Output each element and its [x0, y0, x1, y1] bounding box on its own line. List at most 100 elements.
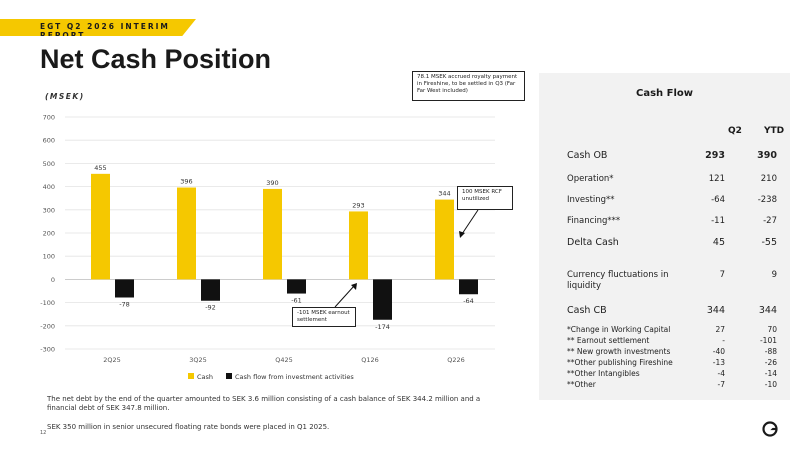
callout-arrow-earnout: [334, 285, 355, 308]
legend-swatch-investment: [226, 373, 232, 379]
data-label-investment: -64: [463, 297, 474, 305]
bar-cash: [177, 187, 196, 280]
y-tick-label: 300: [43, 206, 55, 214]
footnote-label: **Other publishing Fireshine: [567, 358, 673, 367]
footnote-label: **Other: [567, 380, 596, 389]
report-banner-text: EGT Q2 2026 INTERIM REPORT: [40, 22, 170, 40]
footnote-label: ** New growth investments: [567, 347, 671, 356]
callout-arrow-rcf: [461, 209, 479, 235]
footnote-q2-value: 27: [715, 325, 725, 334]
bar-investment: [459, 279, 478, 295]
y-tick-label: 400: [43, 183, 55, 191]
footnote-label: **Other Intangibles: [567, 369, 640, 378]
footnote-q2-value: -: [722, 336, 725, 345]
footnote-q2-value: -7: [717, 380, 725, 389]
bar-investment: [201, 279, 220, 301]
bar-cash: [435, 199, 454, 280]
footnote-ytd-value: -14: [764, 369, 777, 378]
footnote-q2-value: -40: [712, 347, 725, 356]
callout-arrowhead-earnout: [351, 283, 357, 290]
footnote-ytd-value: -26: [764, 358, 777, 367]
data-label-investment: -78: [119, 300, 130, 308]
bar-cash: [91, 173, 110, 280]
callout-arrowhead-rcf: [459, 231, 465, 238]
bar-investment: [115, 279, 134, 298]
row-q2-value: 7: [719, 270, 725, 280]
page-number: 12: [40, 430, 47, 436]
bar-investment: [373, 279, 392, 320]
row-q2-value: -11: [711, 216, 725, 226]
row-currency-fluctuations: Currency fluctuations in liquidity 7 9: [567, 243, 777, 291]
egt-logo-icon: [762, 421, 778, 437]
y-tick-label: 500: [43, 160, 55, 168]
footnote-label: ** Earnout settlement: [567, 336, 650, 345]
data-label-investment: -174: [375, 323, 390, 331]
cash-flow-title: Cash Flow: [635, 88, 693, 99]
footnote-ytd-value: 70: [767, 325, 777, 334]
data-label-cash: 293: [352, 201, 364, 209]
chart-unit-label: (MSEK): [45, 92, 85, 101]
footnote-ytd-value: -10: [764, 380, 777, 389]
row-label: Cash CB: [567, 305, 607, 316]
y-tick-label: 600: [43, 137, 55, 145]
row-ytd-value: -27: [763, 216, 777, 226]
cash-flow-panel: Cash Flow Q2 YTD Cash OB 293 390 Operati…: [539, 73, 790, 400]
row-ytd-value: -55: [761, 237, 777, 248]
footnote-label: *Change in Working Capital: [567, 325, 671, 334]
legend-swatch-cash: [188, 373, 194, 379]
y-tick-label: 100: [43, 253, 55, 261]
row-ytd-value: 390: [757, 150, 777, 161]
row-label: Operation*: [567, 174, 614, 184]
data-label-investment: -61: [291, 297, 302, 305]
callout-royalty: 78.1 MSEK accrued royalty payment in Fir…: [412, 71, 525, 101]
row-q2-value: 121: [708, 174, 725, 184]
row-q2-value: 344: [706, 305, 725, 316]
net-debt-note: The net debt by the end of the quarter a…: [47, 395, 481, 412]
report-banner: EGT Q2 2026 INTERIM REPORT: [0, 19, 196, 36]
column-header-ytd: YTD: [764, 126, 785, 136]
x-tick-label: Q226: [447, 356, 465, 364]
data-label-cash: 396: [180, 178, 192, 186]
y-tick-label: -200: [40, 322, 55, 330]
footnote-q2-value: -13: [712, 358, 725, 367]
column-header-q2: Q2: [728, 126, 742, 136]
row-ytd-value: 344: [758, 305, 777, 316]
x-tick-label: 2Q25: [103, 356, 121, 364]
row-q2-value: 293: [705, 150, 725, 161]
footnote-ytd-value: -101: [759, 336, 777, 345]
row-ytd-value: -238: [757, 195, 777, 205]
row-label: Delta Cash: [567, 237, 619, 248]
bonds-note: SEK 350 million in senior unsecured floa…: [47, 423, 330, 431]
row-label: Cash OB: [567, 150, 608, 161]
y-tick-label: -300: [40, 346, 55, 354]
y-tick-label: 700: [43, 114, 55, 122]
row-q2-value: -64: [711, 195, 725, 205]
legend-label-investment: Cash flow from investment activities: [235, 373, 354, 381]
data-label-cash: 344: [438, 190, 450, 198]
data-label-cash: 455: [94, 164, 106, 172]
callout-earnout: -101 MSEK earnout settlement: [292, 307, 356, 327]
legend-label-cash: Cash: [197, 373, 213, 381]
y-tick-label: 0: [51, 276, 55, 284]
data-label-investment: -92: [205, 304, 216, 312]
bar-cash: [349, 211, 368, 280]
footnote-ytd-value: -88: [764, 347, 777, 356]
x-tick-label: Q126: [361, 356, 379, 364]
row-label: Currency fluctuations in liquidity: [567, 270, 669, 291]
callout-rcf: 100 MSEK RCF unutilized: [457, 186, 513, 210]
row-ytd-value: 9: [771, 270, 777, 280]
row-label: Financing***: [567, 216, 621, 226]
bar-cash: [263, 188, 282, 280]
y-tick-label: -100: [40, 299, 55, 307]
row-label: Investing**: [567, 195, 615, 205]
footnote-q2-value: -4: [717, 369, 725, 378]
x-tick-label: 3Q25: [189, 356, 207, 364]
row-q2-value: 45: [712, 237, 725, 248]
page-title: Net Cash Position: [40, 44, 272, 74]
bar-investment: [287, 279, 306, 294]
y-tick-label: 200: [43, 230, 55, 238]
x-tick-label: Q425: [275, 356, 293, 364]
data-label-cash: 390: [266, 179, 278, 187]
row-ytd-value: 210: [760, 174, 777, 184]
